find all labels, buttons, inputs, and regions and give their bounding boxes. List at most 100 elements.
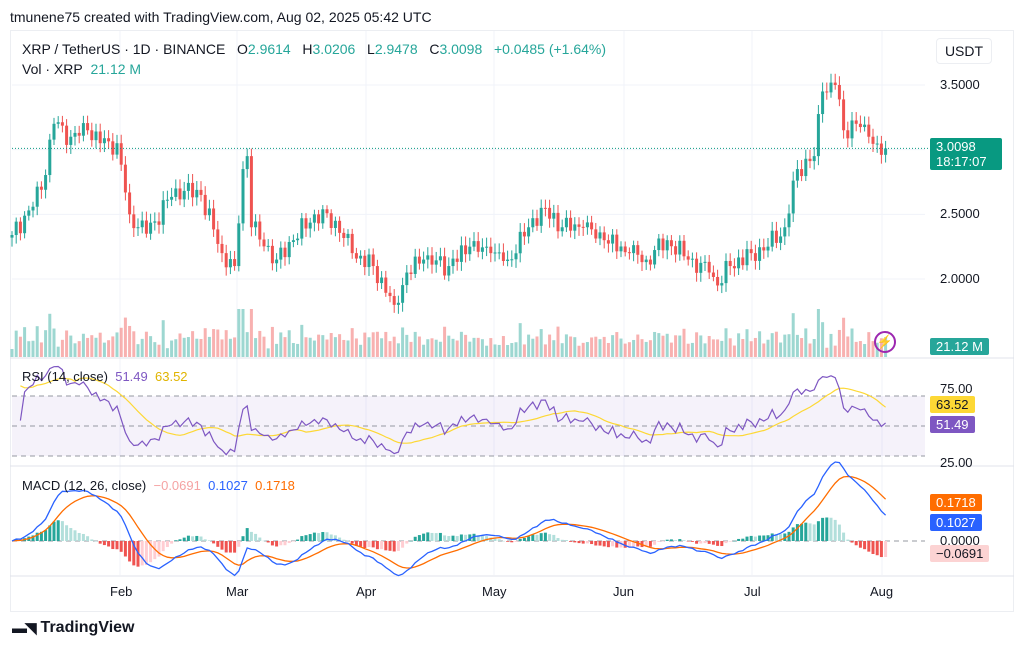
- volume-bar: [317, 334, 321, 357]
- volume-bar: [623, 343, 627, 357]
- macd-label[interactable]: MACD (12, 26, close): [22, 478, 147, 493]
- candle: [480, 247, 484, 252]
- volume-bar: [585, 342, 589, 357]
- macd-signal-value: 0.1718: [255, 478, 295, 493]
- candle: [749, 249, 753, 254]
- macd-histogram-bar: [854, 541, 858, 546]
- volume-legend: Vol · XRP 21.12 M: [22, 61, 141, 77]
- macd-histogram-bar: [506, 541, 510, 542]
- volume-bar: [632, 339, 636, 357]
- candle: [346, 233, 350, 238]
- candle: [758, 247, 762, 261]
- volume-bar: [186, 337, 190, 357]
- candle: [846, 130, 850, 139]
- candle: [233, 259, 237, 267]
- volume-bar: [552, 340, 556, 357]
- macd-histogram-bar: [81, 533, 85, 541]
- volume-bar: [249, 309, 253, 357]
- currency-button[interactable]: USDT: [936, 38, 992, 64]
- macd-histogram-bar: [606, 541, 610, 548]
- candle: [720, 283, 724, 286]
- macd-histogram-bar: [518, 539, 522, 541]
- rsi-line: [19, 365, 886, 456]
- macd-histogram-bar: [783, 533, 787, 541]
- volume-bar: [270, 326, 274, 357]
- volume-bar: [753, 337, 757, 357]
- candle: [149, 222, 153, 234]
- candle: [699, 262, 703, 273]
- volume-bar: [224, 330, 228, 357]
- lightning-icon[interactable]: ⚡: [874, 331, 896, 353]
- volume-bar: [338, 334, 342, 357]
- volume-bar: [111, 336, 115, 357]
- candle: [564, 217, 568, 228]
- volume-bar: [808, 343, 812, 357]
- volume-bar: [153, 342, 157, 357]
- candle: [779, 236, 783, 243]
- macd-histogram-bar: [317, 533, 321, 541]
- candle: [602, 232, 606, 241]
- volume-bar: [636, 334, 640, 357]
- volume-bar: [779, 342, 783, 357]
- volume-bar: [745, 329, 749, 357]
- candle: [31, 206, 35, 211]
- volume-bar: [480, 339, 484, 357]
- macd-histogram-bar: [753, 536, 757, 541]
- time-tick: Jun: [613, 584, 634, 599]
- volume-bar: [640, 339, 644, 357]
- volume-bar: [732, 345, 736, 357]
- tradingview-logo[interactable]: ▬◥ TradingView: [12, 619, 135, 637]
- macd-histogram-bar: [287, 541, 291, 544]
- candle: [18, 221, 22, 234]
- macd-histogram-bar: [804, 522, 808, 541]
- candle: [493, 252, 497, 254]
- macd-histogram-bar: [875, 541, 879, 556]
- rsi-label[interactable]: RSI (14, close): [22, 369, 108, 384]
- candle: [468, 246, 472, 255]
- candle: [829, 82, 833, 93]
- volume-bar: [762, 343, 766, 357]
- macd-histogram-bar: [186, 535, 190, 541]
- macd-histogram-bar: [737, 538, 741, 541]
- candle: [875, 143, 879, 145]
- macd-histogram-bar: [779, 534, 783, 541]
- volume-bar: [669, 342, 673, 357]
- symbol-name[interactable]: XRP / TetherUS · 1D · BINANCE: [22, 41, 226, 57]
- volume-label[interactable]: Vol · XRP: [22, 61, 83, 77]
- macd-hist-value: −0.0691: [153, 478, 201, 493]
- macd-histogram-bar: [741, 538, 745, 541]
- macd-histogram-bar: [711, 541, 715, 545]
- volume-bar: [81, 333, 85, 357]
- candle: [98, 131, 102, 144]
- macd-histogram-bar: [123, 541, 127, 557]
- candle: [682, 240, 686, 257]
- candle: [573, 224, 577, 231]
- candle: [279, 247, 283, 260]
- macd-histogram-bar: [661, 541, 665, 542]
- candle: [640, 254, 644, 263]
- candle: [632, 245, 636, 254]
- macd-histogram-bar: [216, 541, 220, 547]
- candle: [371, 254, 375, 267]
- volume-bar: [531, 338, 535, 357]
- candle: [48, 139, 52, 176]
- macd-histogram-bar: [165, 541, 169, 548]
- candle: [375, 266, 379, 284]
- volume-bar: [699, 335, 703, 357]
- macd-histogram-bar: [468, 534, 472, 541]
- open-value: 2.9614: [247, 41, 291, 57]
- chart-frame: [10, 30, 1014, 612]
- volume-bar: [871, 341, 875, 357]
- candle: [228, 259, 232, 268]
- candle: [472, 241, 476, 247]
- macd-histogram-bar: [132, 541, 136, 566]
- candle: [86, 123, 90, 131]
- macd-histogram-bar: [531, 534, 535, 541]
- macd-histogram-bar: [56, 520, 60, 541]
- volume-bar: [758, 331, 762, 357]
- volume-bar: [619, 338, 623, 357]
- candle: [459, 245, 463, 262]
- volume-bar: [489, 338, 493, 357]
- candle: [304, 218, 308, 229]
